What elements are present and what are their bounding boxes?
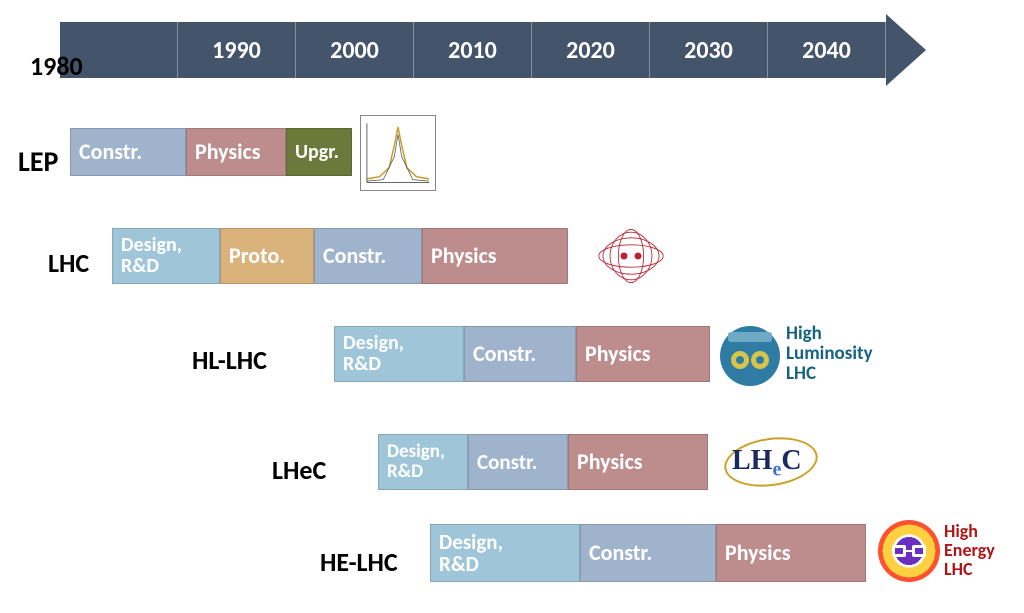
phase-he-lhc-0: Design, R&D [430, 524, 580, 582]
hl-lhc-logo-text: HighLuminosityLHC [786, 324, 873, 384]
phase-hl-lhc-0: Design, R&D [334, 326, 464, 382]
phase-lhec-1: Constr. [468, 434, 568, 490]
he-lhc-logo-icon [878, 520, 940, 582]
phase-hl-lhc-1: Constr. [464, 326, 576, 382]
year-1980-overlay: 1980 [30, 50, 83, 82]
phase-lep-1: Physics [186, 128, 286, 176]
phase-lep-2: Upgr. [286, 128, 352, 176]
row-label-lhc: LHC [48, 247, 89, 279]
phase-lhc-3: Physics [422, 228, 568, 284]
timeline-seg-1990: 1990 [178, 22, 296, 78]
row-label-he-lhc: HE-LHC [320, 546, 398, 578]
timeline-arrowhead [886, 14, 926, 86]
higgs-event-icon [596, 228, 666, 284]
phase-lhc-0: Design, R&D [112, 228, 220, 284]
he-lhc-logo-text: HighEnergyLHC [944, 522, 995, 579]
phase-lhc-2: Constr. [314, 228, 422, 284]
phase-hl-lhc-2: Physics [576, 326, 710, 382]
row-label-lep: LEP [18, 144, 58, 179]
timeline-seg-2020: 2020 [532, 22, 650, 78]
row-label-lhec: LHeC [272, 454, 326, 486]
phase-he-lhc-1: Constr. [580, 524, 716, 582]
hl-lhc-logo-icon [720, 326, 780, 386]
timeline-seg-2000: 2000 [296, 22, 414, 78]
timeline-arrow: 199020002010202020302040 [60, 22, 926, 78]
row-label-hl-lhc: HL-LHC [192, 344, 267, 376]
phase-lhc-1: Proto. [220, 228, 314, 284]
phase-he-lhc-2: Physics [716, 524, 866, 582]
phase-lep-0: Constr. [70, 128, 186, 176]
timeline-seg-2030: 2030 [650, 22, 768, 78]
phase-lhec-0: Design, R&D [378, 434, 468, 490]
timeline-seg-2040: 2040 [768, 22, 886, 78]
lhec-logo-text: LHeC [732, 446, 802, 481]
phase-lhec-2: Physics [568, 434, 708, 490]
lep-resonance-plot-icon [360, 115, 436, 191]
timeline-seg-2010: 2010 [414, 22, 532, 78]
